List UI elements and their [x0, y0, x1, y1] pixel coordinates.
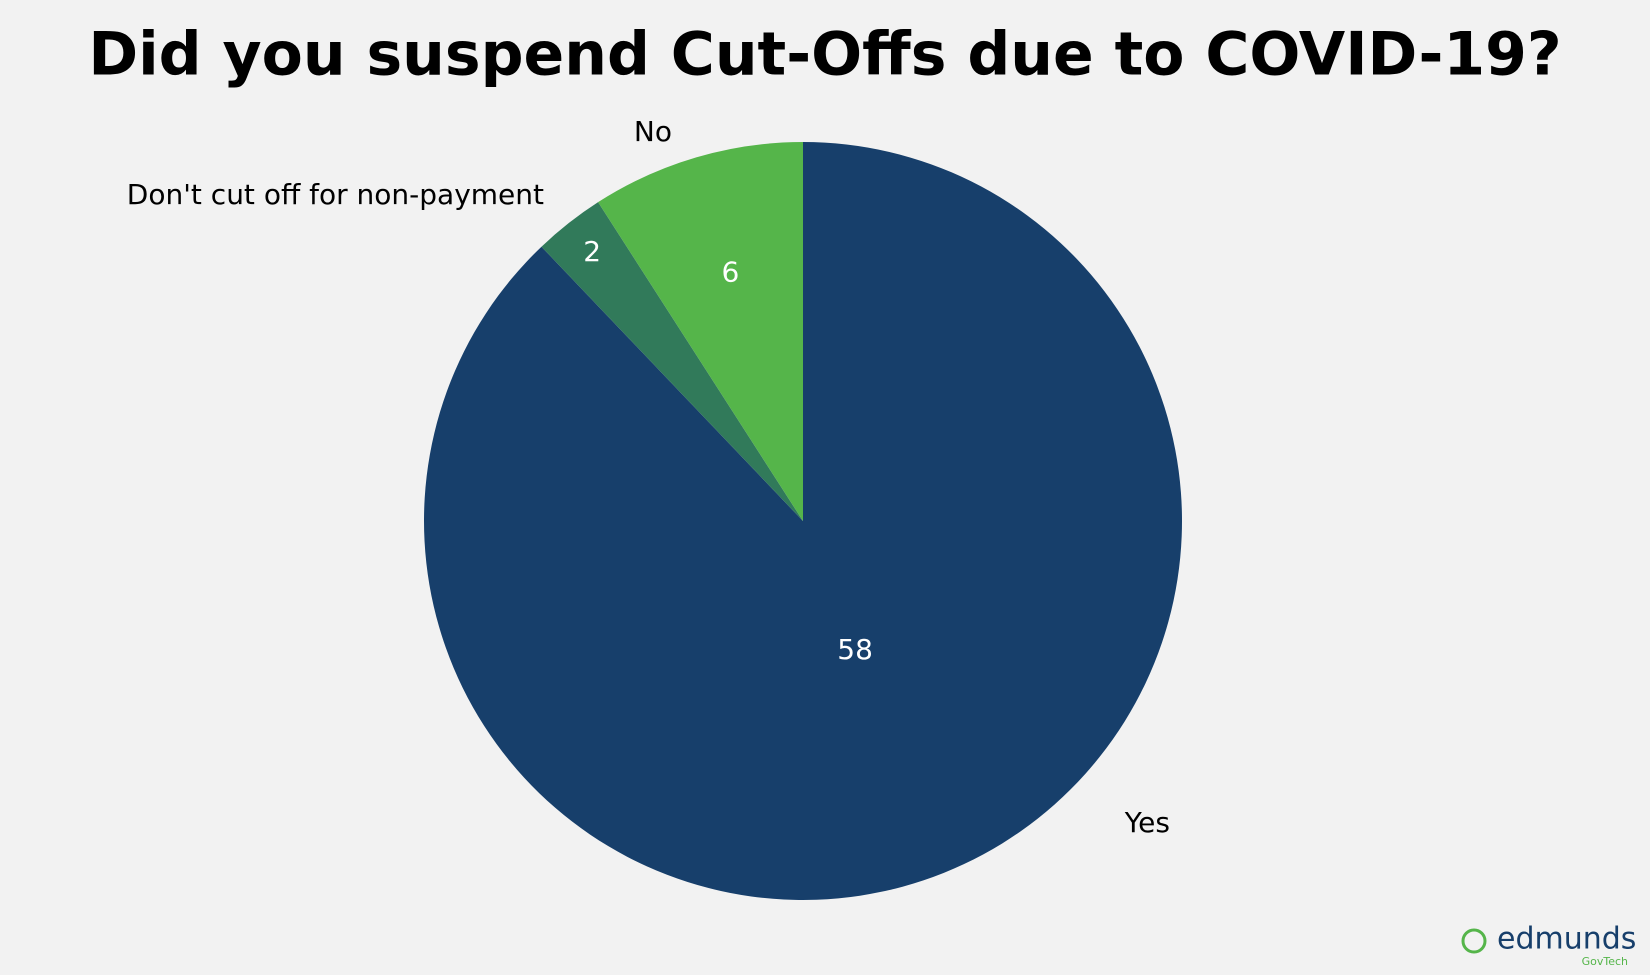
logo: edmunds GovTech: [1461, 922, 1636, 968]
category-label: No: [634, 115, 672, 148]
chart-title: Did you suspend Cut-Offs due to COVID-19…: [88, 20, 1561, 90]
pie-slice: [541, 202, 803, 521]
data-label: 58: [837, 633, 873, 666]
category-label: Yes: [1124, 806, 1170, 839]
pie-slice: [598, 142, 803, 521]
logo-tagline: GovTech: [1582, 955, 1628, 968]
data-label: 6: [721, 256, 739, 289]
logo-icon: [1461, 928, 1487, 954]
data-label: 2: [583, 235, 601, 268]
category-label: Don't cut off for non-payment: [127, 178, 544, 211]
logo-name: edmunds: [1497, 922, 1636, 957]
pie-slice: [424, 142, 1183, 900]
